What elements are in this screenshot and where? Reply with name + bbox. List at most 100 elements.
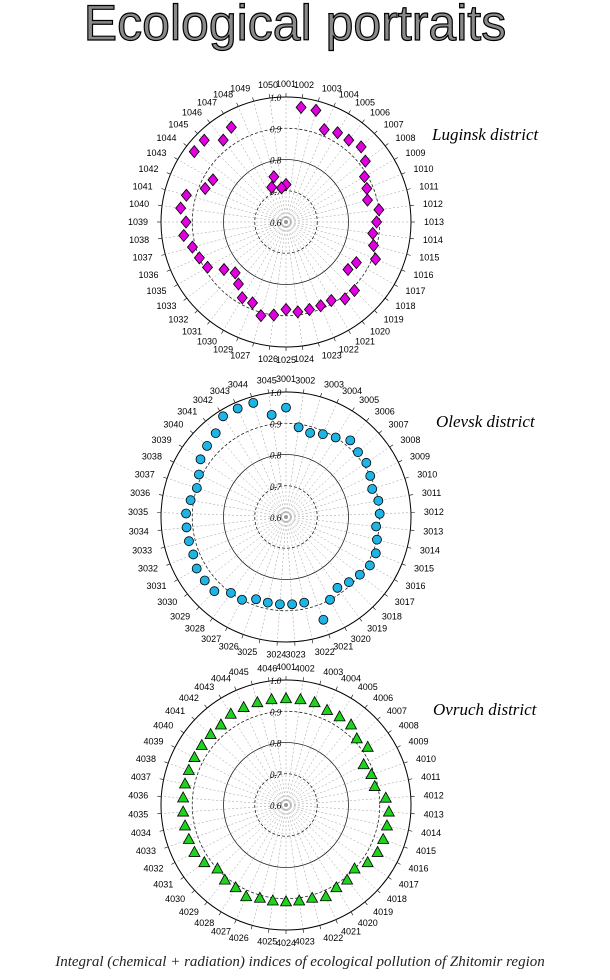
grid-spoke: [219, 410, 287, 518]
data-point: [218, 873, 232, 885]
category-label: 4044: [211, 673, 231, 683]
rim-tick: [166, 563, 171, 566]
category-label: 3025: [237, 647, 257, 657]
rim-tick: [335, 919, 338, 924]
data-point: [354, 569, 365, 580]
category-label: 4015: [416, 846, 436, 856]
rim-tick: [189, 430, 194, 434]
data-point: [191, 563, 202, 574]
category-label: 4021: [341, 927, 361, 937]
grid-spoke: [223, 113, 287, 223]
category-label: 1037: [133, 253, 153, 263]
rim-tick: [234, 919, 237, 924]
grid-spoke: [285, 732, 389, 806]
data-point: [262, 597, 273, 608]
category-label: 3037: [135, 469, 155, 479]
rim-tick: [384, 593, 388, 597]
category-label: 1036: [138, 270, 158, 280]
rim-tick: [225, 627, 228, 632]
data-point: [280, 302, 292, 317]
rim-tick: [398, 460, 403, 463]
grid-spoke: [285, 762, 404, 806]
category-label: 1035: [146, 286, 166, 296]
data-point: [186, 240, 198, 254]
category-label: 4009: [409, 737, 429, 747]
ring-label: 1.0: [270, 676, 282, 686]
rim-tick: [377, 716, 381, 720]
grid-spoke: [186, 145, 287, 223]
data-point: [368, 238, 380, 253]
data-point: [361, 457, 372, 468]
category-label: 4001: [276, 662, 296, 672]
data-point: [184, 536, 194, 547]
rim-tick: [328, 634, 331, 639]
data-point: [367, 484, 378, 494]
category-label: 3022: [315, 647, 335, 657]
rim-tick: [302, 928, 304, 933]
category-label: 1022: [339, 344, 359, 354]
category-label: 4025: [257, 937, 277, 947]
rim-tick: [318, 342, 320, 347]
grid-spoke: [186, 221, 287, 299]
category-label: 1001: [276, 79, 296, 89]
rim-tick: [406, 188, 411, 190]
data-point: [376, 832, 390, 844]
grid-spoke: [170, 173, 287, 223]
rim-tick: [377, 890, 381, 894]
rim-tick: [394, 579, 398, 582]
category-label: 3032: [138, 564, 158, 574]
grid-spoke: [285, 433, 380, 518]
data-point: [191, 483, 202, 493]
data-point: [359, 154, 371, 168]
data-point: [181, 522, 192, 533]
grid-spoke: [285, 221, 386, 299]
data-point: [365, 767, 378, 780]
category-label: 4012: [424, 791, 444, 801]
category-label: 3042: [193, 395, 213, 405]
category-label: 3006: [375, 406, 395, 416]
category-label: 1011: [419, 181, 438, 191]
rim-tick: [209, 617, 213, 622]
data-point: [248, 397, 259, 408]
category-label: 1045: [168, 119, 188, 129]
rim-tick: [387, 730, 392, 734]
rim-tick: [204, 704, 208, 709]
rim-tick: [194, 310, 198, 314]
grid-spoke: [285, 516, 345, 628]
category-label: 4023: [295, 937, 315, 947]
data-point: [255, 308, 267, 323]
data-point: [361, 181, 373, 196]
category-label: 4026: [229, 933, 249, 943]
grid-spoke: [173, 461, 287, 518]
grid-ring: [254, 485, 318, 549]
grid-spoke: [285, 221, 349, 331]
grid-spoke: [285, 804, 352, 912]
rim-tick: [319, 925, 322, 930]
data-point: [370, 548, 381, 559]
category-label: 3004: [342, 386, 362, 396]
rim-tick: [348, 110, 351, 114]
grid-spoke: [285, 516, 313, 640]
data-point: [293, 422, 304, 433]
data-point: [292, 305, 304, 319]
category-label: 3026: [219, 642, 239, 652]
rim-tick: [394, 157, 398, 160]
category-label: 1032: [168, 315, 188, 325]
grid-spoke: [285, 221, 410, 239]
data-point: [295, 100, 307, 114]
data-point: [332, 126, 344, 140]
category-label: 4027: [211, 927, 231, 937]
rim-tick: [202, 417, 206, 422]
rim-tick: [394, 284, 398, 287]
rim-tick: [250, 392, 252, 397]
data-point: [178, 777, 192, 789]
data-point: [353, 447, 363, 458]
category-label: 4007: [387, 706, 407, 716]
category-label: 4014: [421, 828, 441, 838]
data-point: [368, 779, 381, 791]
category-label: 1017: [406, 286, 426, 296]
grid-spoke: [285, 719, 378, 806]
chart-title: Olevsk district: [436, 412, 536, 431]
data-point: [333, 710, 346, 722]
category-label: 1016: [413, 270, 433, 280]
